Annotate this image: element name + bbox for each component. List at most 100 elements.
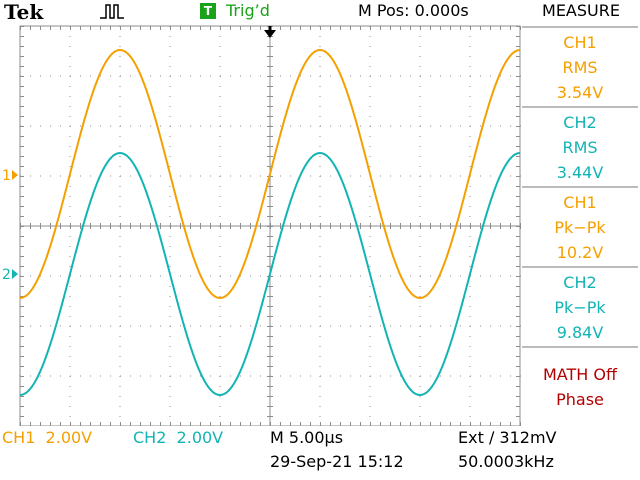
grid-dot [460,75,461,77]
measurement-3-button[interactable]: CH1 Pk−Pk 10.2V [522,186,638,264]
grid-dot [220,26,221,30]
grid-dot [510,125,511,127]
grid-dot [50,26,51,30]
grid-dot [69,66,71,67]
measure-menu-title: MEASURE [542,1,620,20]
grid-dot [370,75,371,77]
grid-dot [440,422,441,426]
grid-dot [400,125,401,127]
grid-dot [430,26,431,30]
grid-dot [169,46,171,47]
grid-dot [319,66,321,67]
grid-dot [69,406,71,407]
grid-dot [340,26,341,30]
grid-dot [110,422,111,426]
grid-dot [240,75,241,77]
grid-dot [200,422,201,426]
grid-dot [319,346,321,347]
grid-dot [280,75,281,77]
ch1-scale-readout: CH1 2.00V [2,428,93,447]
grid-dot [469,256,471,257]
grid-dot [419,406,421,407]
grid-dot [516,246,520,247]
grid-dot [419,66,421,67]
grid-dot [60,422,61,426]
grid-dot [430,275,431,277]
grid-dot [20,186,24,187]
grid-dot [360,75,361,77]
measure-menu: MEASURE CH1 RMS 3.54V CH2 RMS 3.44V CH1 … [522,0,640,426]
grid-dot [400,175,401,177]
grid-dot [69,116,71,117]
grid-dot [420,125,421,127]
grid-dot [319,236,321,237]
grid-dot [469,246,471,247]
grid-dot [169,266,171,267]
measurement-4-button[interactable]: CH2 Pk−Pk 9.84V [522,266,638,344]
grid-dot [390,275,391,277]
grid-dot [119,366,121,367]
grid-dot [390,325,391,327]
grid-dot [119,106,121,107]
grid-dot [219,206,221,207]
ch1-ground-marker[interactable]: 1 [2,168,18,184]
grid-dot [410,422,411,426]
grid-dot [250,175,251,177]
grid-dot [440,275,441,277]
grid-dot [180,175,181,177]
grid-dot [469,336,471,337]
grid-dot [380,325,381,327]
grid-dot [469,86,471,87]
grid-dot [20,386,24,387]
trigger-position-marker[interactable] [264,26,276,38]
grid-dot [500,422,501,426]
grid-dot [69,396,71,397]
grid-dot [520,26,521,30]
measurement-value: 9.84V [556,323,604,342]
grid-dot [60,325,61,327]
waveform-graticule: 1 2 [2,25,521,426]
math-measurement-button[interactable]: MATH Off Phase [522,346,638,424]
grid-dot [470,75,471,77]
grid-dot [190,75,191,77]
grid-dot [340,325,341,327]
grid-dot [80,422,81,426]
grid-dot [470,125,471,127]
grid-dot [170,422,171,426]
grid-dot [420,422,421,426]
grid-dot [420,275,421,277]
grid-dot [120,75,121,77]
grid-dot [100,422,101,426]
horizontal-position-readout: M Pos: 0.000s [358,1,469,20]
grid-dot [410,26,411,30]
measurement-2-button[interactable]: CH2 RMS 3.44V [522,106,638,184]
grid-dot [410,125,411,127]
ch2-ground-marker[interactable]: 2 [2,267,18,283]
grid-dot [419,206,421,207]
grid-dot [390,26,391,30]
grid-dot [516,126,520,127]
grid-dot [60,175,61,177]
measurement-1-button[interactable]: CH1 RMS 3.54V [522,26,638,104]
grid-dot [170,375,171,377]
grid-dot [130,125,131,127]
grid-dot [69,266,71,267]
grid-dot [360,422,361,426]
ch1-waveform [19,48,521,300]
grid-dot [20,126,24,127]
grid-dot [330,422,331,426]
grid-dot [219,96,221,97]
grid-dot [516,216,520,217]
grid-dot [510,275,511,277]
grid-dot [30,125,31,127]
grid-dot [250,275,251,277]
grid-dot [370,422,371,426]
grid-dot [130,422,131,426]
grid-dot [20,406,24,407]
grid-dot [169,136,171,137]
grid-dot [240,375,241,377]
grid-dot [150,422,151,426]
grid-dot [119,406,121,407]
grid-dot [450,75,451,77]
grid-dot [40,175,41,177]
